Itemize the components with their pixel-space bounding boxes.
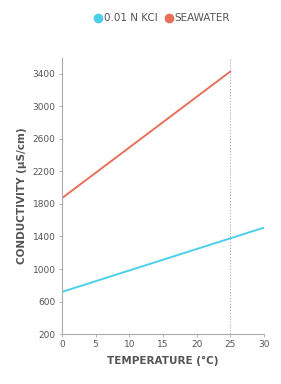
Y-axis label: CONDUCTIVITY (μS/cm): CONDUCTIVITY (μS/cm) [17, 127, 27, 264]
X-axis label: TEMPERATURE (°C): TEMPERATURE (°C) [107, 356, 219, 366]
Legend: 0.01 N KCl, SEAWATER: 0.01 N KCl, SEAWATER [96, 13, 230, 23]
